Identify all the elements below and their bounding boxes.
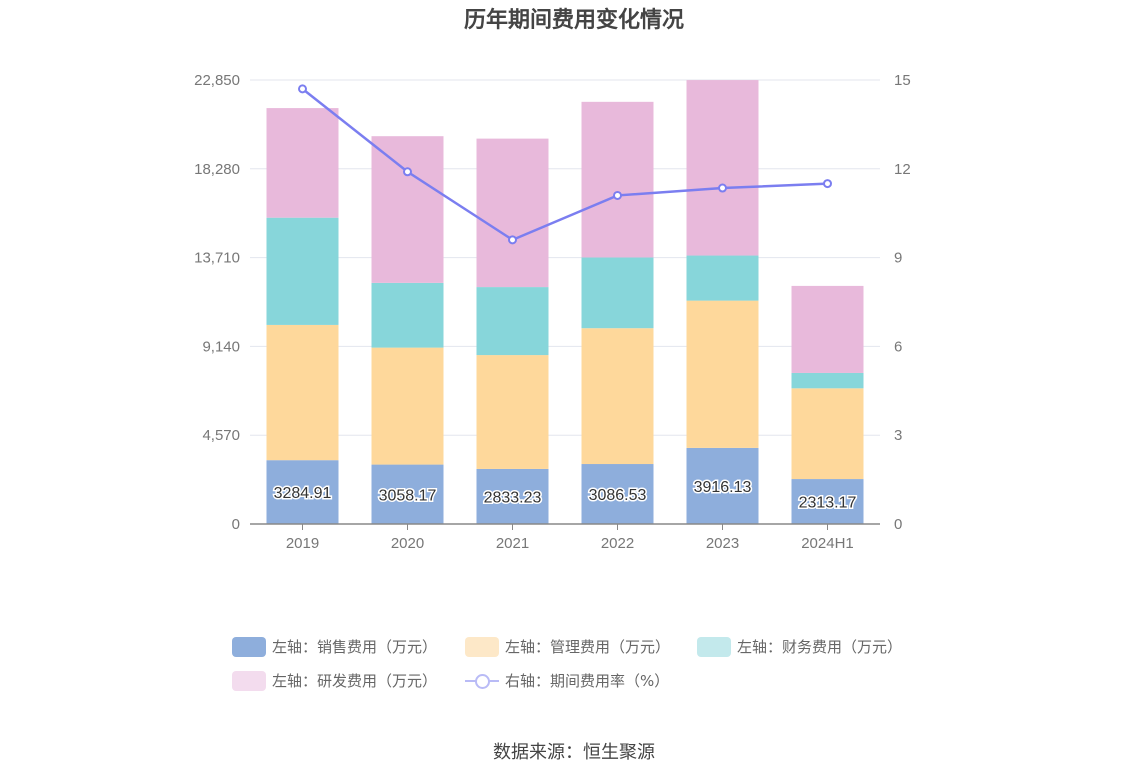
bar-segment [581,328,654,465]
sales-data-label: 3916.13 [694,479,752,496]
x-tick-label: 2022 [601,535,634,552]
legend-label-rnd: 左轴：研发费用（万元） [272,672,438,690]
legend-item-rnd[interactable]: 左轴：研发费用（万元） [232,670,437,691]
bar-segment [791,285,864,373]
legend-label-rate: 右轴：期间费用率（%） [505,672,670,690]
legend-item-finance[interactable]: 左轴：财务费用（万元） [697,636,902,657]
rate-point [718,183,727,193]
axes: 0 0 4,570 3 9,140 6 13,710 9 18,280 12 22,850 15 201… [194,72,911,552]
bar-segment [476,468,549,524]
bar-segment [791,479,864,524]
legend-item-sales[interactable]: 左轴：销售费用（万元） [232,636,437,657]
bar-segment [266,108,339,218]
left-axis-tick-label: 22,850 [194,72,240,89]
bar-segment [686,447,759,524]
x-tick-label: 2020 [391,535,424,552]
data-labels: 3284.91 3058.17 2833.23 3086.53 3916.13 2313.… [272,477,858,513]
bar-segment [686,80,759,256]
legend-item-admin[interactable]: 左轴：管理费用（万元） [465,636,670,657]
bar-segment [581,257,654,329]
left-axis-tick-label: 0 [232,516,240,533]
sales-data-label: 2833.23 [484,489,542,506]
rate-point [823,179,832,189]
rate-point [298,84,307,94]
bar-segment [266,324,339,461]
legend-item-rate[interactable]: 右轴：期间费用率（%） [465,670,669,691]
right-axis-tick-label: 15 [894,72,911,89]
left-axis-tick-label: 9,140 [202,338,240,355]
legend-label-sales: 左轴：销售费用（万元） [272,638,438,656]
rate-line-path [301,87,828,242]
x-tick-label: 2023 [706,535,739,552]
x-tick-label: 2019 [286,535,319,552]
legend-swatch-sales [232,636,266,657]
bar-segment [371,282,444,348]
bar-segment [266,217,339,325]
right-axis-tick-label: 6 [894,338,902,355]
bar-segment [371,136,444,283]
bar-segment [476,287,549,356]
x-tick-label: 2024H1 [801,535,854,552]
bar-segment [371,464,444,524]
source-note: 数据来源：恒生聚源 [493,742,655,763]
bar-segment [476,138,549,288]
bar-segment [371,347,444,465]
right-axis-tick-label: 12 [894,161,911,178]
bars [266,80,864,524]
bar-segment [791,388,864,480]
bar-segment [581,101,654,258]
rate-point [613,190,622,200]
left-axis-tick-label: 18,280 [194,161,240,178]
legend-label-finance: 左轴：财务费用（万元） [737,638,903,656]
bar-segment [686,255,759,301]
legend-swatch-rnd [232,670,266,691]
bar-segment [791,372,864,389]
legend-swatch-rate [465,671,499,691]
legend-swatch-finance [697,636,731,657]
rate-line [298,84,832,245]
chart-title: 历年期间费用变化情况 [463,8,684,33]
rate-point [508,235,517,245]
bar-segment [581,464,654,524]
bar-segment [686,300,759,448]
left-axis-tick-label: 13,710 [194,250,240,267]
sales-data-label: 3086.53 [589,487,647,504]
right-axis-tick-label: 0 [894,516,902,533]
rate-point [403,167,412,177]
right-axis-tick-label: 3 [894,427,902,444]
right-axis-tick-label: 9 [894,250,902,267]
legend-label-admin: 左轴：管理费用（万元） [505,638,671,656]
sales-data-label: 2313.17 [799,495,857,512]
sales-data-label: 3058.17 [379,487,437,504]
sales-data-label: 3284.91 [274,485,332,502]
bar-segment [476,355,549,469]
legend-swatch-admin [465,636,499,657]
left-axis-tick-label: 4,570 [202,427,240,444]
grid-lines [250,79,880,436]
bar-segment [266,460,339,524]
x-tick-label: 2021 [496,535,529,552]
